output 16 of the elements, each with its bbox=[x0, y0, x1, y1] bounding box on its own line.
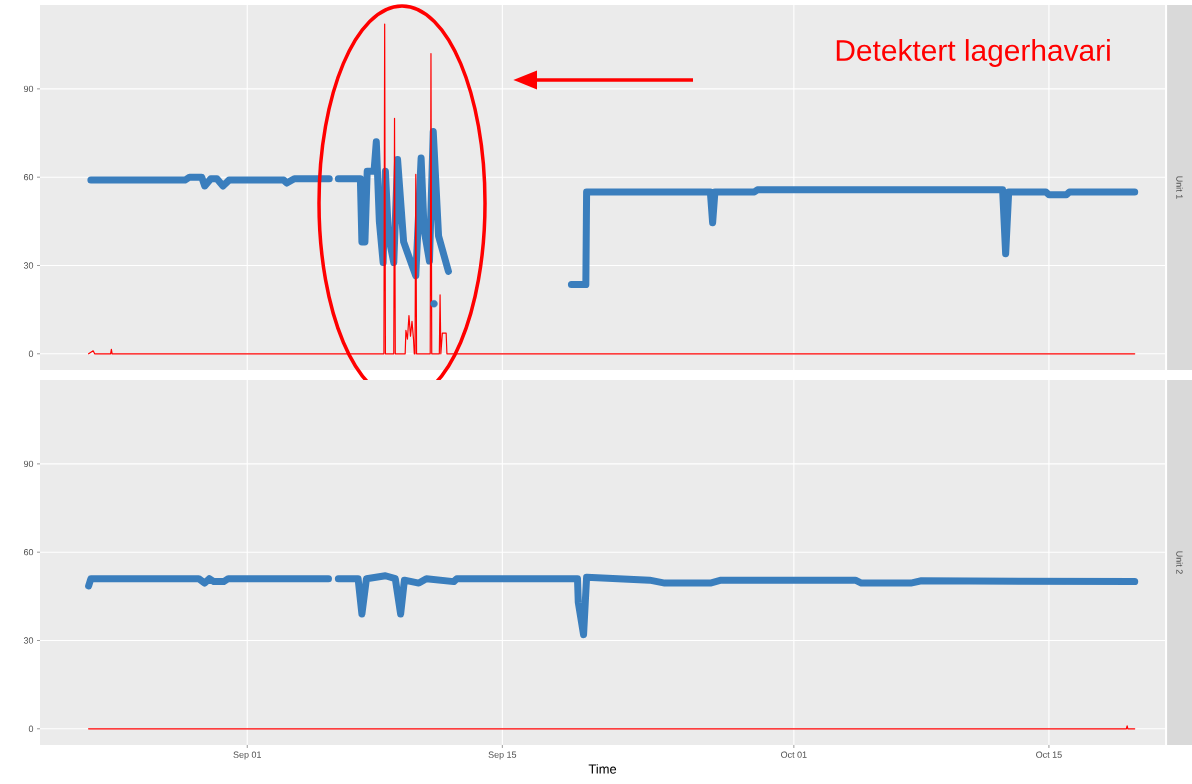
y2-axis-title: Unit 2 bbox=[1176, 551, 1183, 574]
y-tick-label: 0 bbox=[28, 725, 34, 732]
x-tick-label: Sep 15 bbox=[488, 751, 517, 760]
y-tick-label: 30 bbox=[23, 262, 34, 269]
y-tick-label: 60 bbox=[23, 174, 34, 181]
y-tick-label: 0 bbox=[28, 350, 34, 357]
y-tick-label: 90 bbox=[23, 85, 34, 93]
y2-axis-title: Unit 1 bbox=[1176, 176, 1183, 199]
y-tick-label: 90 bbox=[23, 460, 34, 468]
x-axis-title: Time bbox=[588, 764, 617, 774]
x-tick-label: Oct 01 bbox=[781, 751, 807, 758]
x-tick-label: Oct 15 bbox=[1036, 751, 1062, 758]
x-tick-label: Sep 01 bbox=[233, 751, 262, 760]
annotation: Detektert lagerhavari bbox=[836, 39, 1110, 67]
y-tick-label: 30 bbox=[23, 637, 34, 644]
y-tick-label: 60 bbox=[23, 549, 34, 556]
